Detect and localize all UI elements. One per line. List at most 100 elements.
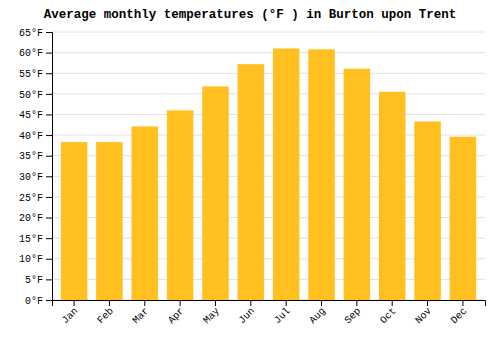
tick-mark: [46, 135, 52, 136]
bar: [132, 126, 159, 300]
tick-mark: [46, 176, 52, 177]
y-tick: 25°F: [19, 193, 52, 204]
y-tick-label: 35°F: [19, 151, 43, 162]
bars: [61, 48, 476, 300]
grid-line: [52, 114, 485, 115]
bar: [308, 49, 335, 300]
x-tick: Nov: [413, 300, 434, 326]
x-tick: Feb: [95, 300, 116, 326]
tick-mark: [46, 259, 52, 260]
x-tick: Oct: [378, 300, 399, 326]
y-tick: 15°F: [19, 234, 52, 245]
y-axis: 0°F 5°F 10°F 15°F 20°F 25°F 30°F 35°F 40°F 45°F 50…: [19, 28, 53, 307]
grid: [52, 32, 485, 300]
y-tick: 35°F: [19, 151, 52, 162]
tick-mark: [46, 53, 52, 54]
chart: 0°F 5°F 10°F 15°F 20°F 25°F 30°F 35°F 40°F 45°F 50…: [0, 0, 500, 350]
bar: [61, 142, 88, 300]
x-tick: Aug: [307, 300, 328, 326]
x-tick: May: [201, 300, 222, 326]
x-tick-label: Dec: [449, 306, 470, 327]
y-tick: 0°F: [25, 296, 52, 307]
y-tick: 50°F: [19, 90, 52, 101]
y-tick: 30°F: [19, 172, 52, 183]
y-tick: 55°F: [19, 69, 52, 80]
bar: [379, 92, 406, 300]
x-tick: Jan: [60, 300, 81, 326]
y-tick-label: 40°F: [19, 131, 43, 142]
tick-mark: [46, 300, 52, 301]
bar: [167, 110, 194, 300]
tick-mark: [321, 300, 322, 306]
axis-line: [46, 33, 53, 301]
grid-line: [52, 32, 485, 33]
x-tick-label: Jul: [272, 306, 293, 327]
grid-line: [52, 73, 485, 74]
y-tick-label: 20°F: [19, 213, 43, 224]
plot: 0°F 5°F 10°F 15°F 20°F 25°F 30°F 35°F 40°F 45°F 50…: [19, 28, 486, 326]
bar: [414, 121, 441, 300]
y-tick-label: 50°F: [19, 90, 43, 101]
y-tick-label: 15°F: [19, 234, 43, 245]
bar: [450, 137, 477, 300]
tick-mark: [356, 300, 357, 306]
x-tick-label: Jun: [237, 306, 258, 327]
tick-mark: [109, 300, 110, 306]
y-tick-label: 60°F: [19, 48, 43, 59]
x-tick: Sep: [343, 300, 364, 326]
grid-line: [52, 93, 485, 94]
y-tick: 40°F: [19, 131, 52, 142]
y-tick-label: 55°F: [19, 69, 43, 80]
y-tick-label: 25°F: [19, 193, 43, 204]
x-tick-label: Feb: [95, 306, 116, 327]
tick-mark: [46, 73, 52, 74]
x-axis: Jan Feb Mar Apr May Jun Jul Aug Sep Oct Nov Dec: [53, 300, 486, 326]
x-tick-label: Aug: [307, 306, 328, 327]
y-tick-label: 65°F: [19, 28, 43, 39]
tick-mark: [46, 156, 52, 157]
tick-mark: [46, 218, 52, 219]
bar: [344, 69, 371, 300]
y-tick-label: 30°F: [19, 172, 43, 183]
x-tick: Jun: [237, 300, 258, 326]
x-tick-label: Apr: [166, 306, 187, 327]
bar: [202, 86, 229, 300]
x-tick: Dec: [449, 300, 470, 326]
tick-mark: [46, 114, 52, 115]
tick-mark: [46, 94, 52, 95]
y-tick: 60°F: [19, 48, 52, 59]
tick-mark: [462, 300, 463, 306]
tick-mark: [46, 32, 52, 33]
title: Average monthly temperatures (°F ) in Bu…: [44, 8, 457, 22]
axis-line: [53, 301, 486, 307]
y-tick-label: 0°F: [25, 296, 43, 307]
tick-mark: [286, 300, 287, 306]
x-tick-label: Oct: [378, 306, 399, 327]
tick-mark: [392, 300, 393, 306]
y-tick: 5°F: [25, 275, 52, 286]
tick-mark: [46, 279, 52, 280]
x-tick-label: May: [201, 306, 222, 327]
tick-mark: [46, 238, 52, 239]
x-tick-label: Jan: [60, 306, 81, 327]
x-tick-label: Nov: [413, 306, 434, 327]
x-tick: Mar: [131, 300, 152, 326]
tick-mark: [144, 300, 145, 306]
x-tick: Jul: [272, 300, 293, 326]
tick-mark: [46, 197, 52, 198]
tick-mark: [180, 300, 181, 306]
tick-mark: [74, 300, 75, 306]
y-tick: 65°F: [19, 28, 52, 39]
y-tick: 45°F: [19, 110, 52, 121]
grid-line: [52, 52, 485, 53]
y-tick-label: 45°F: [19, 110, 43, 121]
x-tick-label: Sep: [343, 306, 364, 327]
y-tick-label: 10°F: [19, 254, 43, 265]
bar: [273, 48, 300, 300]
bar: [96, 142, 123, 300]
y-tick-label: 5°F: [25, 275, 43, 286]
x-tick-label: Mar: [131, 306, 152, 327]
tick-mark: [250, 300, 251, 306]
x-tick: Apr: [166, 300, 187, 326]
bar: [238, 64, 265, 300]
